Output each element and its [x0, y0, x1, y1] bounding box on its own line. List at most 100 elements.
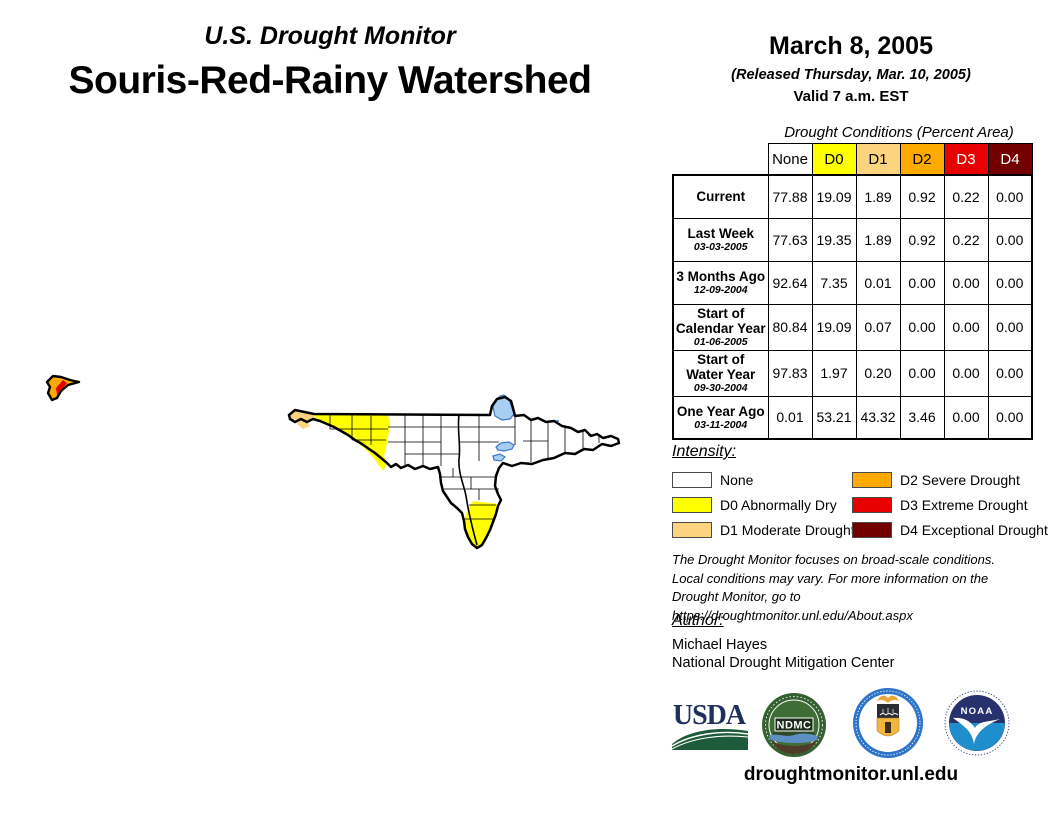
legend-item-d1: D1 Moderate Drought	[672, 517, 855, 542]
table-row-start-calendar-year: Start of Calendar Year 01-06-2005 80.84 19…	[672, 303, 1033, 351]
usda-logo: USDA	[671, 700, 748, 750]
value-cell: 80.84	[767, 303, 813, 351]
ndmc-soil	[771, 740, 817, 754]
noaa-text: NOAA	[961, 706, 994, 717]
detached-d2-area	[45, 374, 81, 402]
legend-item-none: None	[672, 467, 852, 492]
usda-field-shape	[672, 728, 748, 750]
watershed-outline	[287, 395, 621, 550]
legend-label: D3 Extreme Drought	[900, 496, 1028, 513]
legend-swatch-d2	[852, 471, 892, 488]
value-cell: 0.01	[767, 395, 813, 440]
table-row-start-water-year: Start of Water Year 09-30-2004 97.83 1.97 …	[672, 349, 1033, 397]
disclaimer: The Drought Monitor focuses on broad-sca…	[672, 551, 1042, 625]
map-title-block: U.S. Drought Monitor Souris-Red-Rainy Wa…	[30, 22, 630, 103]
watershed-map	[287, 394, 621, 550]
legend-title: Intensity:	[672, 443, 737, 460]
legend-swatch-d0	[672, 496, 712, 513]
value-cell: 0.00	[899, 260, 945, 305]
drought-monitor-url: droughtmonitor.unl.edu	[743, 764, 959, 785]
usda-stripe	[671, 731, 748, 747]
doc-column	[885, 722, 891, 733]
value-cell: 0.07	[855, 303, 901, 351]
value-cell: 0.92	[899, 174, 945, 219]
value-cell: 0.00	[899, 303, 945, 351]
release-date: (Released Thursday, Mar. 10, 2005)	[731, 67, 971, 83]
legend-label: D0 Abnormally Dry	[720, 496, 837, 513]
ndmc-river	[769, 733, 818, 743]
value-cell: 1.89	[855, 217, 901, 262]
doc-ship-masts	[882, 708, 894, 713]
row-label: One Year Ago 03-11-2004	[672, 395, 769, 440]
value-cell: 3.46	[899, 395, 945, 440]
drought-conditions-table: None D0 D1 D2 D3 D4 Current 77.88 19.09 …	[672, 143, 1033, 440]
map-date: March 8, 2005	[769, 32, 933, 60]
value-cell: 0.00	[987, 349, 1033, 397]
row-label: Current	[672, 174, 769, 219]
author-organization: National Drought Mitigation Center	[672, 655, 895, 671]
state-boundary-line	[457, 414, 478, 546]
legend-swatch-d4	[852, 521, 892, 538]
value-cell: 0.00	[899, 349, 945, 397]
value-cell: 0.00	[943, 395, 989, 440]
legend-label: D2 Severe Drought	[900, 471, 1020, 488]
legend-label: D1 Moderate Drought	[720, 521, 855, 538]
value-cell: 77.88	[767, 174, 813, 219]
ndmc-logo: NDMC	[762, 693, 826, 757]
author-heading: Author:	[672, 612, 724, 629]
value-cell: 92.64	[767, 260, 813, 305]
ndmc-text: NDMC	[777, 720, 812, 732]
doc-ship	[879, 713, 899, 716]
column-header-d2: D2	[899, 143, 945, 176]
value-cell: 0.00	[943, 260, 989, 305]
table-title: Drought Conditions (Percent Area)	[784, 124, 1014, 141]
map-region-d0-south	[464, 501, 498, 548]
disclaimer-line: Drought Monitor, go to https://droughtmo…	[672, 589, 913, 623]
value-cell: 0.00	[943, 349, 989, 397]
value-cell: 0.00	[943, 303, 989, 351]
value-cell: 0.22	[943, 174, 989, 219]
lake-small-1	[495, 441, 515, 452]
value-cell: 0.00	[987, 217, 1033, 262]
disclaimer-line: The Drought Monitor focuses on broad-sca…	[672, 552, 996, 567]
value-cell: 0.00	[987, 174, 1033, 219]
author-name: Michael Hayes	[672, 637, 768, 653]
table-row-one-year-ago: One Year Ago 03-11-2004 0.01 53.21 43.32 …	[672, 395, 1033, 440]
legend-item-d2: D2 Severe Drought	[852, 467, 1048, 492]
value-cell: 19.09	[811, 174, 857, 219]
value-cell: 19.09	[811, 303, 857, 351]
column-header-d3: D3	[943, 143, 989, 176]
value-cell: 43.32	[855, 395, 901, 440]
usda-stripe	[671, 735, 748, 750]
value-cell: 0.01	[855, 260, 901, 305]
disclaimer-line: Local conditions may vary. For more info…	[672, 570, 989, 586]
noaa-sea	[949, 723, 1005, 751]
column-header-d4: D4	[987, 143, 1033, 176]
column-header-d0: D0	[811, 143, 857, 176]
lake-small-2	[492, 453, 506, 462]
value-cell: 1.97	[811, 349, 857, 397]
value-cell: 77.63	[767, 217, 813, 262]
legend-swatch-d1	[672, 521, 712, 538]
intensity-legend: None D0 Abnormally Dry D1 Moderate Droug…	[672, 467, 1048, 542]
row-label: Start of Water Year 09-30-2004	[672, 349, 769, 397]
page-title: Souris-Red-Rainy Watershed	[68, 59, 592, 102]
table-row-current: Current 77.88 19.09 1.89 0.92 0.22 0.00	[672, 174, 1033, 219]
legend-label: D4 Exceptional Drought	[900, 521, 1048, 538]
valid-time: Valid 7 a.m. EST	[793, 88, 909, 105]
map-region-d2	[45, 374, 81, 402]
value-cell: 19.35	[811, 217, 857, 262]
noaa-ring-text	[944, 690, 1010, 756]
county-boundaries	[329, 414, 600, 520]
date-block: March 8, 2005 (Released Thursday, Mar. 1…	[672, 32, 1030, 105]
legend-item-d0: D0 Abnormally Dry	[672, 492, 852, 517]
table-row-last-week: Last Week 03-03-2005 77.63 19.35 1.89 0.9…	[672, 217, 1033, 262]
doc-eagle	[877, 695, 899, 703]
row-label: 3 Months Ago 12-09-2004	[672, 260, 769, 305]
legend-swatch-none	[672, 471, 712, 488]
legend-item-d3: D3 Extreme Drought	[852, 492, 1048, 517]
value-cell: 0.00	[987, 303, 1033, 351]
table-row-3-months-ago: 3 Months Ago 12-09-2004 92.64 7.35 0.01 0…	[672, 260, 1033, 305]
table-corner-cell	[673, 143, 768, 175]
value-cell: 1.89	[855, 174, 901, 219]
